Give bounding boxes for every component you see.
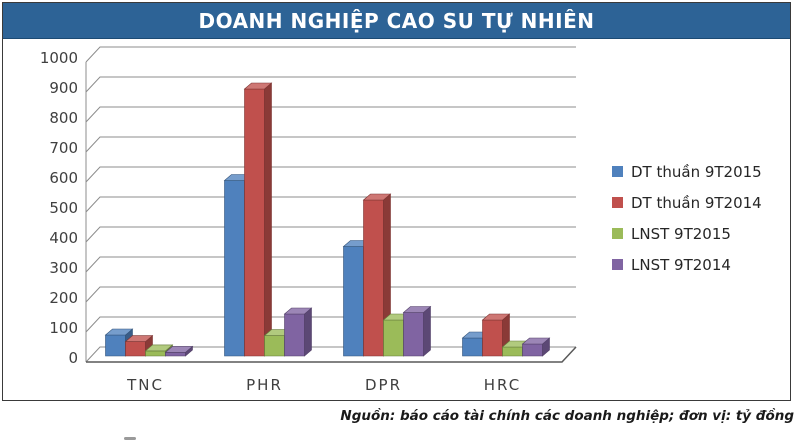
grid-line bbox=[85, 106, 576, 123]
legend-swatch-icon bbox=[612, 228, 623, 239]
grid-line bbox=[85, 226, 576, 243]
bar-segment bbox=[383, 319, 404, 357]
bar-top-face bbox=[144, 344, 174, 352]
y-axis-label: 500 bbox=[49, 199, 78, 217]
legend-swatch-icon bbox=[612, 197, 623, 208]
x-axis-label: HRC bbox=[484, 376, 521, 394]
x-axis-label: DPR bbox=[365, 376, 402, 394]
legend-item: LNST 9T2015 bbox=[612, 218, 762, 249]
bar-segment bbox=[165, 352, 186, 357]
bar-segment bbox=[145, 350, 166, 357]
bar-top-face bbox=[481, 313, 511, 321]
legend-label: LNST 9T2015 bbox=[631, 224, 731, 243]
legend-item: LNST 9T2014 bbox=[612, 249, 762, 280]
grid-line bbox=[85, 166, 576, 183]
bar-segment bbox=[482, 319, 503, 357]
bar-segment bbox=[462, 337, 483, 357]
x-axis-label: TNC bbox=[126, 376, 164, 394]
grid-line bbox=[85, 46, 576, 63]
bar-segment bbox=[363, 199, 384, 357]
bar-top-face bbox=[521, 337, 551, 345]
x-axis-line bbox=[86, 346, 577, 363]
title-bar: DOANH NGHIỆP CAO SU TỰ NHIÊN bbox=[3, 3, 790, 39]
legend-swatch-icon bbox=[612, 259, 623, 270]
source-note: Nguồn: báo cáo tài chính các doanh nghiệ… bbox=[340, 408, 794, 424]
grid-line bbox=[85, 256, 576, 273]
bar-top-face bbox=[164, 346, 194, 353]
legend-label: LNST 9T2014 bbox=[631, 255, 731, 274]
bar-top-face bbox=[124, 335, 154, 342]
bar-segment bbox=[105, 334, 126, 357]
y-axis-label: 200 bbox=[49, 289, 78, 307]
y-axis-label: 700 bbox=[49, 139, 78, 157]
bar-top-face bbox=[243, 82, 273, 90]
bar-segment bbox=[264, 335, 285, 357]
bar-top-face bbox=[283, 307, 313, 315]
bar-top-face bbox=[402, 306, 432, 313]
legend-swatch-icon bbox=[612, 166, 623, 177]
legend-item: DT thuần 9T2015 bbox=[612, 156, 762, 187]
y-axis-label: 0 bbox=[68, 349, 78, 367]
bar-segment bbox=[522, 343, 543, 357]
y-axis-label: 900 bbox=[49, 79, 78, 97]
bar-segment bbox=[403, 312, 424, 357]
bar-segment bbox=[224, 180, 245, 357]
bar-segment bbox=[343, 246, 364, 357]
bar-top-face bbox=[104, 328, 134, 336]
bar-segment bbox=[284, 313, 305, 357]
page-margin-mark bbox=[124, 437, 136, 440]
chart-title: DOANH NGHIỆP CAO SU TỰ NHIÊN bbox=[198, 8, 595, 33]
y-axis-label: 100 bbox=[49, 319, 78, 337]
y-axis-label: 1000 bbox=[40, 49, 78, 67]
bar-segment bbox=[244, 88, 265, 357]
bar-segment bbox=[125, 341, 146, 357]
grid-line bbox=[85, 76, 576, 93]
y-axis-label: 800 bbox=[49, 109, 78, 127]
grid-line bbox=[85, 196, 576, 213]
legend-item: DT thuần 9T2014 bbox=[612, 187, 762, 218]
y-axis-label: 300 bbox=[49, 259, 78, 277]
y-axis-label: 400 bbox=[49, 229, 78, 247]
bar-segment bbox=[502, 346, 523, 357]
x-axis-label: PHR bbox=[246, 376, 283, 394]
legend-label: DT thuần 9T2015 bbox=[631, 162, 762, 181]
bar-side-face bbox=[304, 307, 312, 357]
legend-label: DT thuần 9T2014 bbox=[631, 193, 762, 212]
y-axis-label: 600 bbox=[49, 169, 78, 187]
bar-top-face bbox=[362, 193, 392, 201]
grid-line bbox=[85, 286, 576, 303]
bar-side-face bbox=[423, 305, 431, 357]
bar-side-face bbox=[264, 82, 272, 357]
grid-line bbox=[85, 136, 576, 153]
chart-legend: DT thuần 9T2015 DT thuần 9T2014 LNST 9T201… bbox=[612, 156, 762, 280]
